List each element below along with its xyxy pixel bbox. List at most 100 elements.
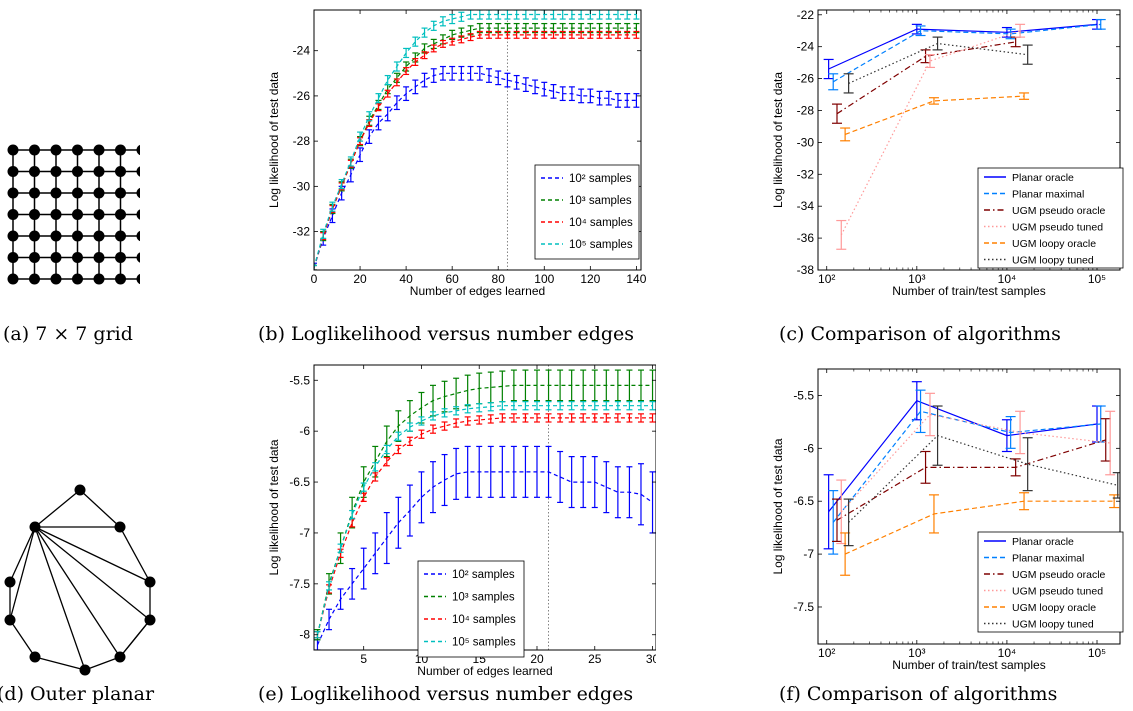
error-bar	[338, 178, 345, 190]
error-bar	[487, 445, 494, 498]
error-bar	[915, 25, 926, 37]
legend-box	[977, 167, 1124, 269]
error-bar	[596, 10, 603, 20]
legend-label: Planar maximal	[1012, 189, 1084, 201]
error-bar	[372, 472, 379, 482]
chord-edge	[34, 526, 151, 583]
error-bar	[464, 445, 471, 498]
error-bar	[476, 415, 483, 425]
legend-label: 10⁴ samples	[452, 614, 516, 626]
error-bar	[357, 147, 364, 163]
error-bar	[384, 89, 391, 98]
grid-node	[93, 230, 105, 242]
error-bar	[403, 47, 410, 59]
y-tick-label: -6	[803, 441, 814, 455]
series-group	[314, 369, 656, 650]
grid-node	[29, 209, 40, 220]
outer-node	[144, 576, 156, 588]
error-bar	[843, 498, 854, 547]
grid-node	[50, 166, 62, 177]
grid-node	[7, 230, 19, 242]
error-bar	[430, 424, 437, 434]
legend-label: UGM pseudo oracle	[1012, 205, 1106, 217]
y-tick-label: -5.5	[793, 388, 814, 402]
x-tick-label: 10³	[908, 646, 925, 660]
error-bar	[1019, 492, 1030, 511]
error-bar	[383, 511, 390, 565]
error-bar	[614, 369, 621, 402]
series-line	[828, 23, 1098, 70]
x-axis-label: Number of edges learned	[410, 284, 545, 298]
error-bar	[337, 588, 344, 610]
series-line	[848, 434, 1118, 523]
error-bar	[347, 156, 354, 167]
error-bar	[375, 115, 382, 131]
grid-node	[29, 144, 40, 156]
outer-edge	[84, 656, 121, 671]
error-bar	[637, 463, 644, 526]
grid-node	[136, 252, 140, 263]
error-bar	[513, 30, 520, 39]
error-bar	[449, 65, 456, 81]
grid-node	[50, 209, 62, 220]
error-bar	[626, 413, 633, 423]
y-tick-label: -32	[293, 225, 311, 239]
grid-node	[50, 144, 62, 156]
error-bar	[580, 401, 587, 411]
legend-label: 10⁵ samples	[452, 637, 516, 649]
error-bar	[487, 414, 494, 424]
error-bar	[476, 30, 483, 39]
error-bar	[532, 30, 539, 39]
error-bar	[476, 445, 483, 498]
series-group	[314, 10, 640, 270]
legend-label: 10⁴ samples	[569, 217, 633, 229]
error-bar	[928, 494, 939, 534]
x-tick-label: 25	[588, 652, 602, 666]
axes-frame	[817, 368, 1121, 645]
chart-f-algorithm-comparison: 10² 10³ 10⁴ 10⁵ -7.5 -7 -6.5 -6 -5.5 Number of tr…	[771, 368, 1124, 672]
error-bar	[476, 403, 483, 413]
grid-node	[7, 144, 19, 156]
error-bar	[836, 219, 847, 250]
error-bar	[545, 369, 552, 402]
error-bar	[633, 30, 640, 39]
legend-label: Planar maximal	[1012, 553, 1084, 565]
error-bar	[578, 88, 585, 104]
legend-box	[534, 164, 640, 260]
series-line	[316, 471, 653, 646]
error-bar	[614, 10, 621, 20]
x-tick-label: 10²	[818, 646, 835, 660]
chord-edge	[34, 526, 151, 621]
legend-label: UGM pseudo tuned	[1012, 222, 1103, 234]
error-bar	[626, 401, 633, 411]
error-bar	[453, 418, 460, 428]
legend-label: 10³ samples	[569, 195, 632, 207]
y-axis-label: Log likelihood of test data	[771, 438, 785, 574]
error-bar	[349, 567, 356, 600]
error-bar	[467, 65, 474, 81]
error-bar	[603, 413, 610, 423]
series-line	[840, 30, 1021, 236]
error-bar	[372, 462, 379, 472]
error-bar	[499, 413, 506, 423]
error-bar	[557, 401, 564, 411]
x-tick-label: 10⁴	[998, 646, 1017, 660]
error-bar	[360, 482, 367, 492]
error-bar	[823, 58, 834, 80]
error-bar	[823, 474, 834, 550]
grid-node	[50, 187, 62, 199]
error-bar	[349, 509, 356, 520]
grid-node	[115, 273, 126, 285]
legend-label: Planar oracle	[1012, 536, 1074, 548]
error-bar	[614, 401, 621, 411]
series-line	[848, 42, 1028, 84]
grid-node	[115, 187, 126, 199]
grid-node	[93, 252, 105, 263]
axes-frame	[313, 9, 642, 271]
error-bar	[605, 90, 612, 106]
error-bar	[550, 84, 557, 99]
x-tick-label: 40	[399, 272, 413, 286]
error-bar	[375, 93, 382, 104]
error-bar	[513, 74, 520, 90]
legend-label: Planar oracle	[1012, 172, 1074, 184]
